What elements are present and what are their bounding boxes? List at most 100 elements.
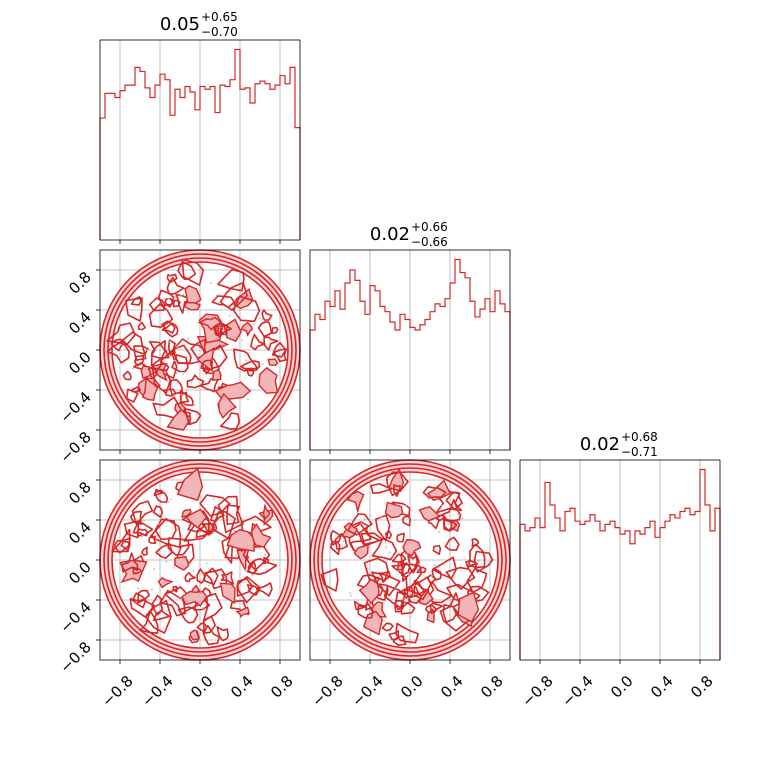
contour-level [181, 508, 192, 518]
scatter-point [148, 340, 150, 343]
scatter-point [163, 581, 166, 584]
scatter-point [129, 565, 132, 567]
contour-level [166, 273, 178, 283]
contour-level [271, 341, 287, 358]
contour-level [153, 609, 171, 622]
contour-level [353, 600, 368, 611]
scatter-point [142, 519, 145, 522]
contour-level [203, 592, 223, 621]
x-tick-label: 0.4 [647, 672, 677, 702]
contour-level [214, 381, 252, 401]
contour-level [247, 560, 258, 575]
scatter-point [437, 566, 440, 569]
contour-level [131, 592, 147, 609]
x-tick-label: −0.8 [308, 672, 346, 710]
scatter-point [431, 575, 433, 577]
scatter-point [261, 363, 264, 366]
contour-level [261, 309, 273, 321]
title-lower: −0.71 [621, 445, 658, 459]
scatter-point [197, 596, 200, 598]
scatter-point [143, 362, 146, 365]
title-value: 0.02 [580, 434, 620, 455]
scatter-point [228, 314, 231, 317]
scatter-point [192, 570, 195, 572]
scatter-point [177, 550, 180, 553]
contour-level [151, 366, 171, 394]
contour-level [444, 536, 460, 551]
scatter-point [220, 514, 222, 516]
contour-level [153, 488, 164, 497]
scatter-point [407, 573, 410, 576]
scatter-point [384, 541, 387, 544]
scatter-point [385, 546, 387, 548]
contour-level [363, 557, 389, 584]
scatter-point [259, 317, 261, 320]
y-tick-label: 0.0 [65, 348, 95, 378]
scatter-point [369, 519, 371, 522]
scatter-point [406, 597, 409, 600]
scatter-point [175, 372, 178, 374]
contour-level [152, 505, 164, 519]
contour-level [219, 412, 240, 430]
contour-level [357, 603, 374, 619]
scatter-point [170, 498, 172, 501]
contour-level [172, 299, 181, 308]
contour-level [270, 326, 279, 334]
contour-level [181, 590, 208, 607]
contour-level [125, 388, 139, 403]
scatter-point [413, 584, 416, 587]
contour-level [400, 562, 411, 577]
title-upper: +0.66 [411, 220, 448, 234]
contour-level [137, 321, 146, 331]
panel-title-2: 0.02 +0.68 −0.71 [580, 430, 658, 459]
contour-level [246, 584, 261, 596]
scatter-point [433, 564, 436, 566]
contour-level [393, 484, 401, 497]
scatter-point [416, 568, 418, 571]
contour-level [441, 498, 462, 522]
contour-level [392, 635, 407, 646]
scatter-point [174, 295, 176, 298]
contour-level [413, 579, 429, 601]
contour-ring [103, 463, 297, 657]
scatter-point [168, 340, 171, 343]
scatter-point [218, 326, 221, 329]
scatter-point [204, 609, 207, 612]
scatter-point [369, 514, 372, 517]
contour-level [189, 629, 200, 641]
x-tick-label: 0.4 [227, 672, 257, 702]
contour-level [442, 518, 458, 532]
contour-level [181, 258, 204, 286]
contour-level [457, 591, 480, 623]
contour-level [442, 604, 459, 623]
contour-level [149, 517, 182, 548]
contour-level [171, 354, 189, 373]
scatter-point [350, 534, 353, 537]
x-tick-label: 0.0 [607, 672, 637, 702]
contour-level [131, 500, 154, 525]
contour-level [153, 489, 169, 503]
scatter-point [138, 570, 141, 572]
contour-level [175, 293, 191, 314]
contour-level [219, 582, 236, 604]
scatter-point [341, 546, 344, 549]
contour-panel-2-1: −0.8 −0.4 0.0 0.4 0.8 [308, 459, 511, 711]
contour-level [148, 303, 174, 328]
contour-level [347, 513, 373, 536]
scatter-point [264, 553, 266, 556]
contour-level [176, 467, 204, 501]
scatter-point [228, 593, 231, 596]
contour-level [216, 626, 229, 642]
contour-level [166, 276, 185, 295]
contour-level [121, 552, 139, 573]
contour-level [200, 359, 213, 370]
contour-ring [313, 463, 507, 657]
contour-level [371, 537, 398, 561]
contour-level [360, 532, 384, 546]
contour-panel-2-0: −0.8 −0.4 0.0 0.4 0.8−0.8−0.40.00.40.8 [56, 459, 301, 711]
contour-level [250, 333, 266, 351]
contour-level [250, 523, 272, 548]
title-value: 0.05 [160, 14, 200, 35]
contour-level [320, 568, 339, 592]
